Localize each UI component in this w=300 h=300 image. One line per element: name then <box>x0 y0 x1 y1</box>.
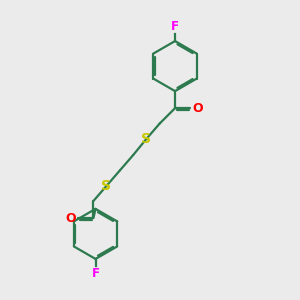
Text: F: F <box>92 267 100 280</box>
Text: S: S <box>141 132 151 146</box>
Text: F: F <box>171 20 179 33</box>
Text: S: S <box>101 179 111 193</box>
Text: O: O <box>65 212 76 224</box>
Text: O: O <box>193 102 203 115</box>
